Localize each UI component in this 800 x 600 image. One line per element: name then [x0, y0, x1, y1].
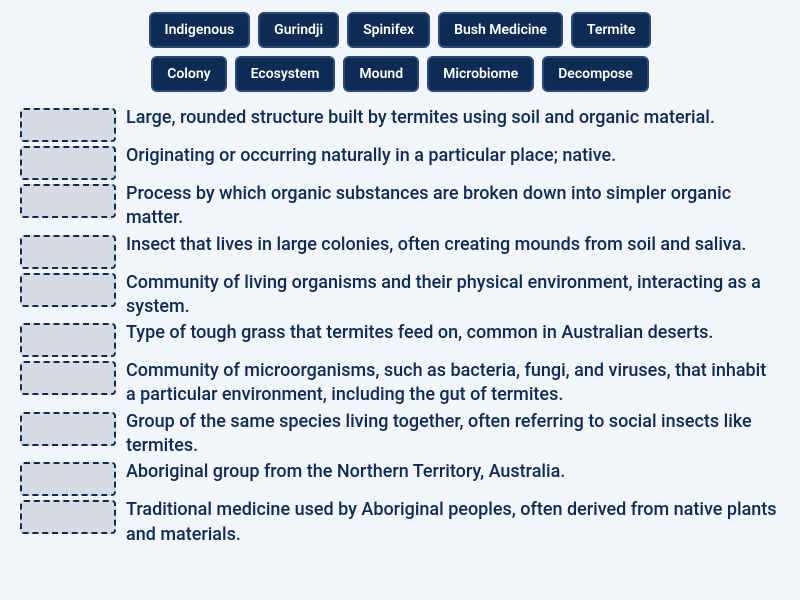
definition-row: Type of tough grass that termites feed o…	[20, 321, 780, 357]
dropzone[interactable]	[20, 412, 116, 446]
word-chip-ecosystem[interactable]: Ecosystem	[235, 56, 336, 92]
definition-row: Community of microorganisms, such as bac…	[20, 359, 780, 408]
definition-text: Aboriginal group from the Northern Terri…	[126, 460, 565, 484]
word-chip-microbiome[interactable]: Microbiome	[427, 56, 534, 92]
dropzone[interactable]	[20, 323, 116, 357]
activity-container: Indigenous Gurindji Spinifex Bush Medici…	[0, 0, 800, 559]
definition-text: Large, rounded structure built by termit…	[126, 106, 715, 130]
definition-row: Large, rounded structure built by termit…	[20, 106, 780, 142]
definition-text: Insect that lives in large colonies, oft…	[126, 233, 746, 257]
dropzone[interactable]	[20, 184, 116, 218]
definitions-list: Large, rounded structure built by termit…	[20, 106, 780, 547]
definition-row: Process by which organic substances are …	[20, 182, 780, 231]
definition-text: Process by which organic substances are …	[126, 182, 780, 231]
dropzone[interactable]	[20, 108, 116, 142]
word-chip-gurindji[interactable]: Gurindji	[258, 12, 339, 48]
definition-text: Community of living organisms and their …	[126, 271, 780, 320]
word-chip-colony[interactable]: Colony	[151, 56, 226, 92]
word-chip-bush-medicine[interactable]: Bush Medicine	[438, 12, 563, 48]
word-chip-spinifex[interactable]: Spinifex	[347, 12, 430, 48]
definition-row: Group of the same species living togethe…	[20, 410, 780, 459]
definition-text: Group of the same species living togethe…	[126, 410, 780, 459]
word-chip-mound[interactable]: Mound	[343, 56, 419, 92]
definition-text: Traditional medicine used by Aboriginal …	[126, 498, 780, 547]
definition-text: Originating or occurring naturally in a …	[126, 144, 616, 168]
dropzone[interactable]	[20, 235, 116, 269]
dropzone[interactable]	[20, 361, 116, 395]
dropzone[interactable]	[20, 462, 116, 496]
dropzone[interactable]	[20, 500, 116, 534]
definition-row: Aboriginal group from the Northern Terri…	[20, 460, 780, 496]
definition-row: Traditional medicine used by Aboriginal …	[20, 498, 780, 547]
definition-text: Community of microorganisms, such as bac…	[126, 359, 780, 408]
definition-text: Type of tough grass that termites feed o…	[126, 321, 713, 345]
word-bank: Indigenous Gurindji Spinifex Bush Medici…	[120, 12, 680, 92]
dropzone[interactable]	[20, 273, 116, 307]
word-chip-indigenous[interactable]: Indigenous	[149, 12, 251, 48]
definition-row: Community of living organisms and their …	[20, 271, 780, 320]
definition-row: Originating or occurring naturally in a …	[20, 144, 780, 180]
dropzone[interactable]	[20, 146, 116, 180]
word-chip-decompose[interactable]: Decompose	[542, 56, 649, 92]
definition-row: Insect that lives in large colonies, oft…	[20, 233, 780, 269]
word-chip-termite[interactable]: Termite	[571, 12, 652, 48]
